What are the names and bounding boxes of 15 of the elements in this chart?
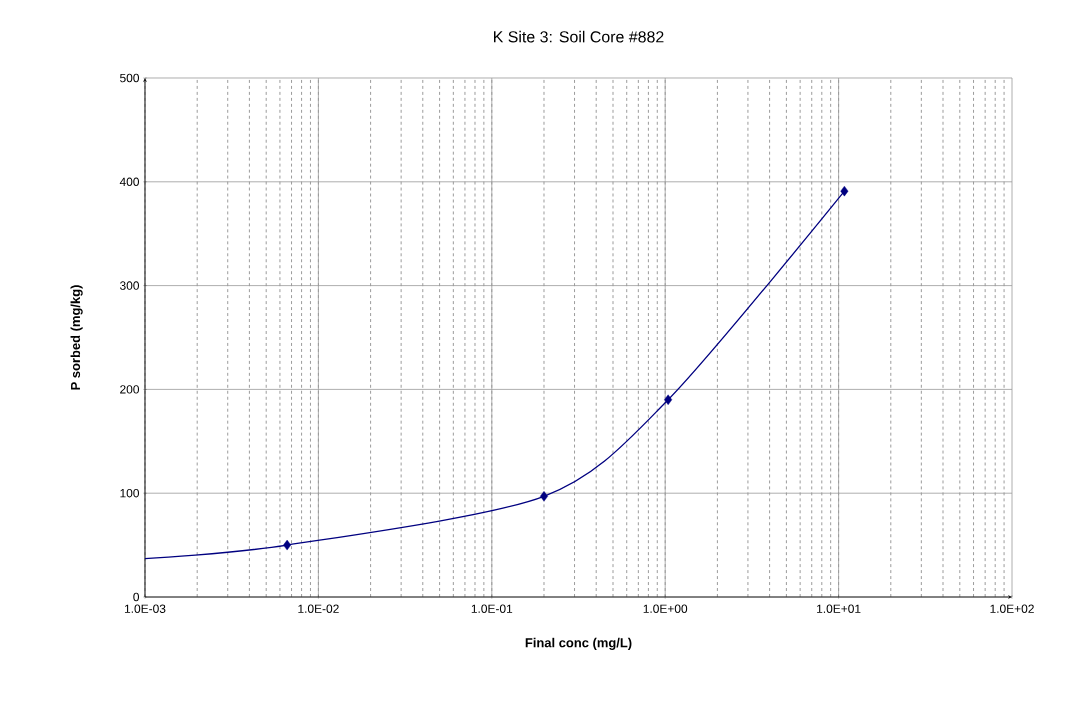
x-tick-label: 1.0E+01: [817, 604, 861, 613]
y-tick-label: 0: [133, 592, 140, 602]
y-tick-label: 100: [120, 488, 140, 498]
x-axis-title: Final conc (mg/L): [525, 637, 632, 650]
y-tick-label: 400: [119, 177, 140, 187]
y-tick-label: 500: [120, 73, 140, 83]
y-axis-title: P sorbed (mg/kg): [70, 285, 83, 390]
y-tick-label: 200: [120, 385, 140, 394]
x-tick-label: 1.0E-02: [298, 604, 339, 613]
chart-title: K Site 3: Soil Core #882: [494, 30, 664, 43]
x-tick-label: 1.0E+00: [643, 604, 688, 613]
y-tick-label: 300: [119, 281, 140, 290]
x-tick-label: 1.0E+02: [990, 604, 1034, 613]
x-tick-label: 1.0E-03: [124, 604, 166, 613]
x-tick-label: 1.0E-01: [471, 604, 513, 613]
